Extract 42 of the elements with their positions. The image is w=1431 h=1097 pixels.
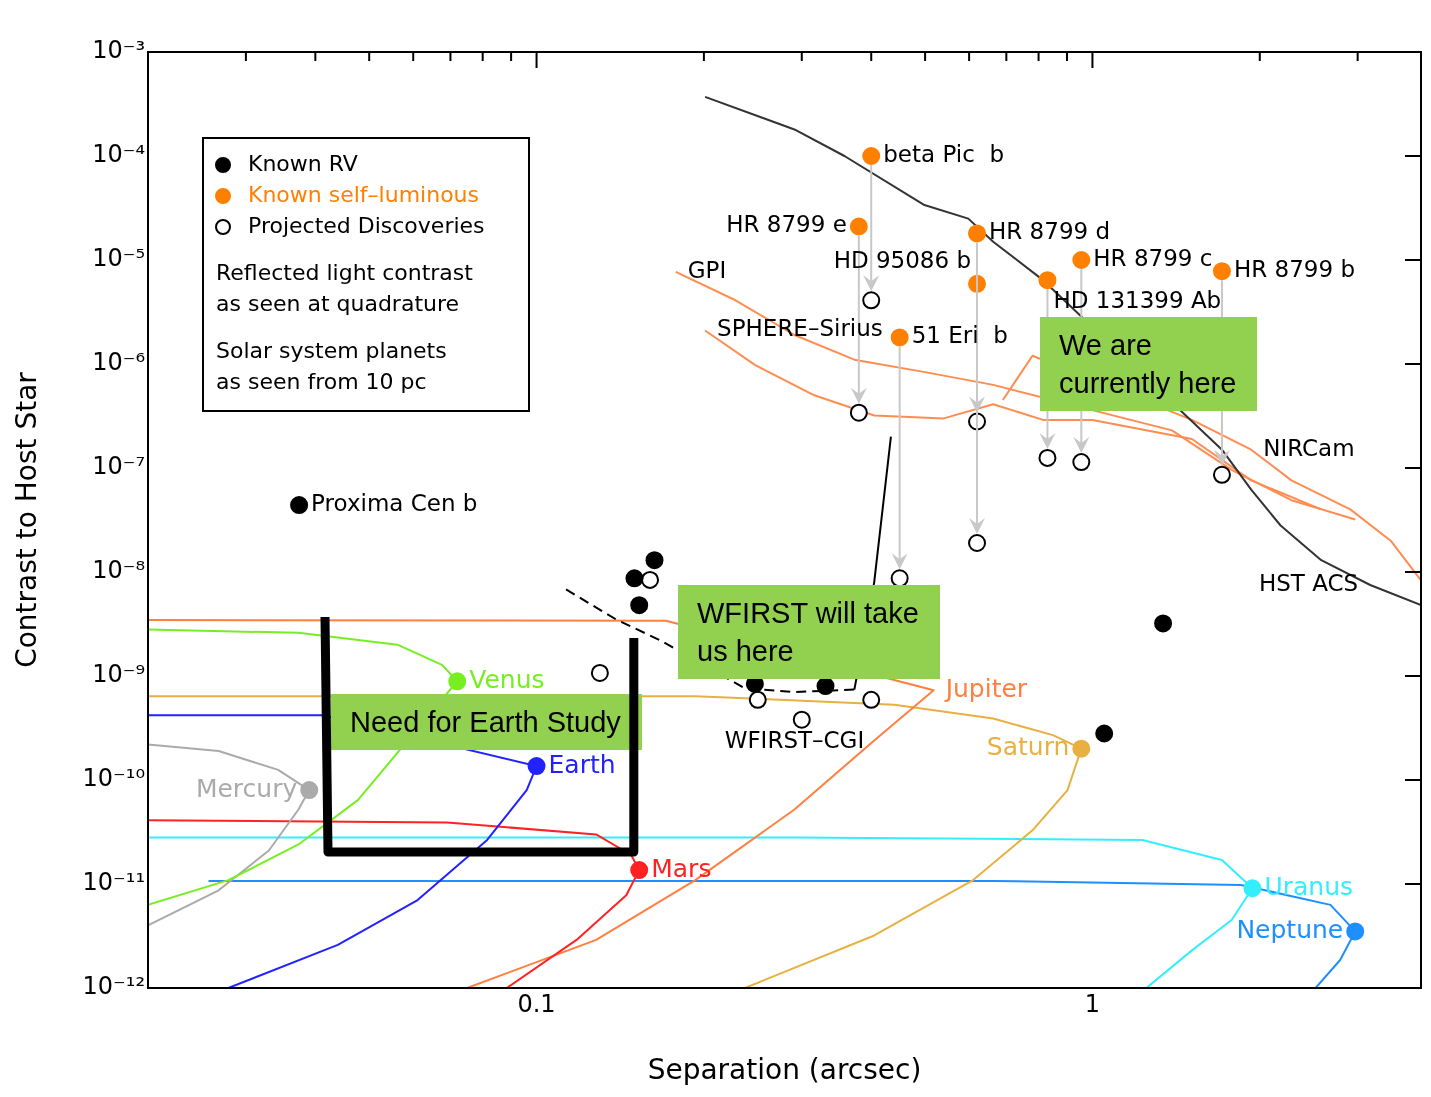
y-tick-label: 10⁻⁹ [92,660,145,689]
x-axis-title: Separation (arcsec) [647,1053,922,1087]
annotation: Reflected light contrast as seen at quadrature [216,259,474,316]
series-label: Uranus [1264,871,1354,901]
callout-box: Need for Earth Study [331,694,642,750]
annotation: beta Pic b [883,140,1005,167]
annotation: HR 8799 e [726,211,847,238]
annotation: Solar system planets as seen from 10 pc [216,337,447,394]
series-label: Mars [651,853,712,883]
y-tick-label: 10⁻⁵ [92,244,145,273]
legend-label: Projected Discoveries [248,212,485,238]
annotation: HD 95086 b [833,246,972,273]
annotation: HR 8799 d [989,218,1111,245]
annotation: WFIRST–CGI [724,727,865,754]
annotation: 51 Eri b [911,322,1008,349]
y-axis-title: Contrast to Host Star [10,371,44,668]
y-tick-label: 10⁻³ [92,36,145,65]
series-label: Venus [469,664,545,694]
annotation: HR 8799 c [1093,244,1213,271]
annotation: Proxima Cen b [311,490,478,517]
y-tick-label: 10⁻¹¹ [82,868,145,897]
series-label: Mercury [195,773,298,803]
y-tick-label: 10⁻⁸ [92,556,145,585]
y-tick-label: 10⁻¹² [82,972,145,1001]
x-tick-label: 1 [1084,989,1101,1018]
annotation: NIRCam [1263,434,1355,461]
series-label: Saturn [986,732,1070,762]
callout-box: We are currently here [1040,317,1258,411]
annotation: HR 8799 b [1233,256,1355,283]
series-label: Neptune [1236,914,1344,944]
annotation: HST ACS [1258,569,1359,596]
y-tick-label: 10⁻¹⁰ [82,764,145,793]
annotation: GPI [687,256,727,283]
callout-box: WFIRST will take us here [678,585,941,679]
series-label: Earth [548,749,616,779]
y-tick-label: 10⁻⁴ [92,140,145,169]
y-tick-label: 10⁻⁷ [92,452,145,481]
series-label: Jupiter [943,673,1028,703]
legend-label: Known self–luminous [248,181,480,207]
y-tick-label: 10⁻⁶ [92,348,145,377]
x-tick-label: 0.1 [517,989,556,1018]
legend-label: Known RV [248,150,358,176]
